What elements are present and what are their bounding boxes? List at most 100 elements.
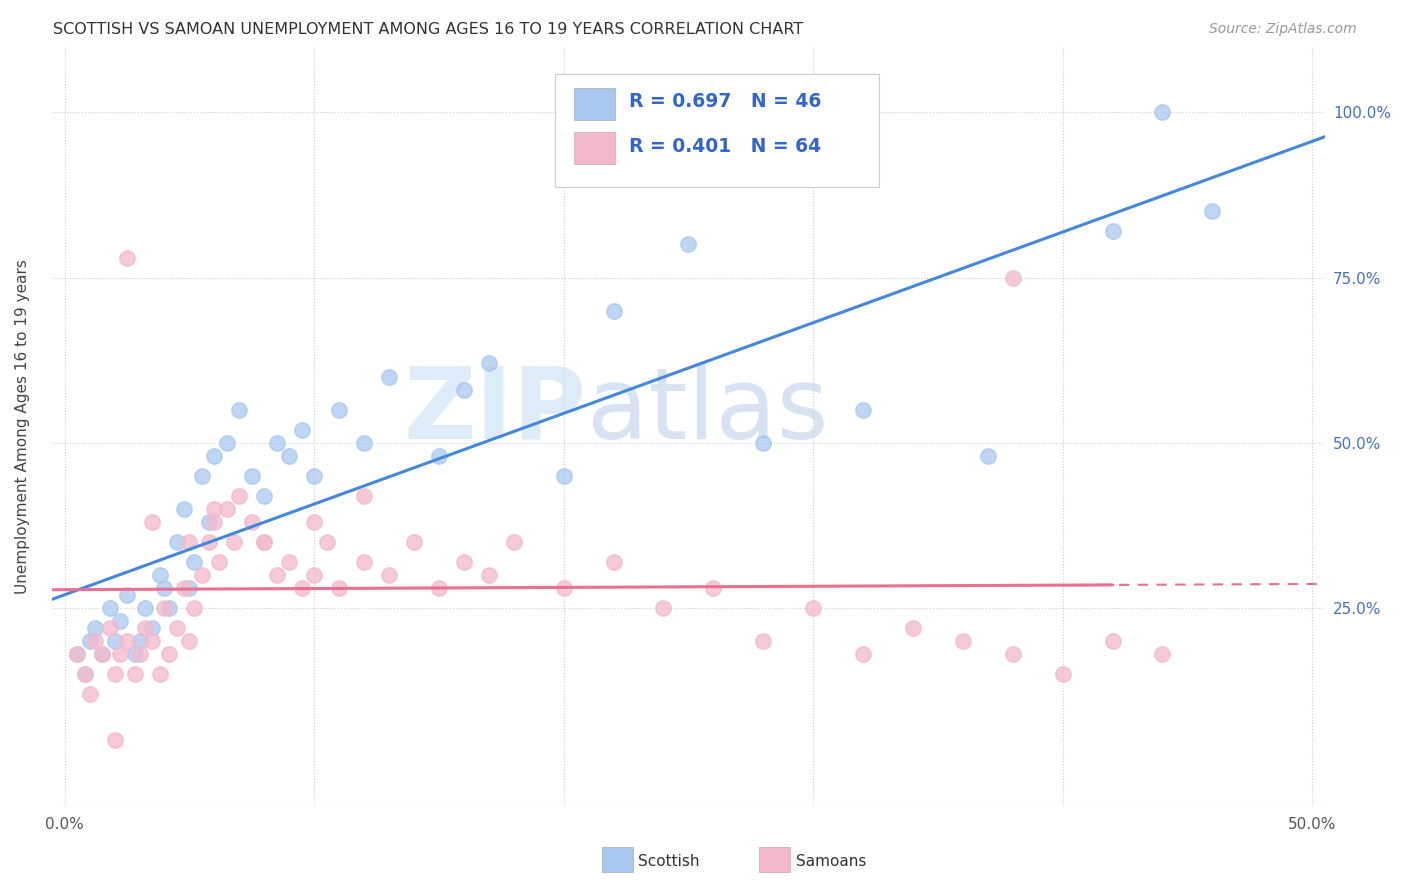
Point xyxy=(91,647,114,661)
Point xyxy=(1001,270,1024,285)
Point xyxy=(453,383,475,397)
Point xyxy=(901,621,924,635)
Point xyxy=(253,535,276,549)
Point xyxy=(291,581,314,595)
Point xyxy=(266,568,288,582)
Point xyxy=(98,601,121,615)
Y-axis label: Unemployment Among Ages 16 to 19 years: Unemployment Among Ages 16 to 19 years xyxy=(15,259,30,594)
Point xyxy=(1152,647,1174,661)
Point xyxy=(315,535,337,549)
Point xyxy=(159,601,181,615)
Point xyxy=(179,535,201,549)
Point xyxy=(83,634,105,648)
Point xyxy=(253,489,276,503)
Point xyxy=(278,555,301,569)
Point xyxy=(173,581,195,595)
Point xyxy=(478,356,501,370)
Point xyxy=(148,568,170,582)
Point xyxy=(179,634,201,648)
Point xyxy=(98,621,121,635)
Point xyxy=(202,515,225,529)
Point xyxy=(108,614,131,628)
Text: Source: ZipAtlas.com: Source: ZipAtlas.com xyxy=(1209,22,1357,37)
Point xyxy=(104,634,127,648)
Point xyxy=(108,647,131,661)
Point xyxy=(115,588,138,602)
Point xyxy=(353,489,375,503)
Point xyxy=(228,489,250,503)
Point xyxy=(302,468,325,483)
Point xyxy=(166,621,188,635)
Point xyxy=(427,581,450,595)
Point xyxy=(1201,204,1223,219)
Point xyxy=(179,581,201,595)
Point xyxy=(253,535,276,549)
FancyBboxPatch shape xyxy=(574,88,614,120)
Point xyxy=(602,303,624,318)
Point xyxy=(215,501,238,516)
Point xyxy=(553,468,575,483)
Point xyxy=(977,449,1000,463)
Point xyxy=(215,435,238,450)
FancyBboxPatch shape xyxy=(574,132,614,164)
Point xyxy=(198,535,221,549)
Text: atlas: atlas xyxy=(586,362,828,459)
Point xyxy=(302,568,325,582)
FancyBboxPatch shape xyxy=(555,74,879,186)
Text: Scottish: Scottish xyxy=(638,855,700,869)
Point xyxy=(79,687,101,701)
Point xyxy=(378,369,401,384)
Point xyxy=(228,402,250,417)
Point xyxy=(141,621,163,635)
Point xyxy=(153,581,176,595)
Point xyxy=(104,667,127,681)
Point xyxy=(752,435,775,450)
Text: R = 0.697   N = 46: R = 0.697 N = 46 xyxy=(628,92,821,112)
Point xyxy=(208,555,231,569)
Point xyxy=(83,621,105,635)
Point xyxy=(353,555,375,569)
Point xyxy=(148,667,170,681)
Point xyxy=(652,601,675,615)
Point xyxy=(191,568,214,582)
Point xyxy=(278,449,301,463)
Point xyxy=(198,515,221,529)
Point xyxy=(79,634,101,648)
Point xyxy=(952,634,974,648)
Point xyxy=(266,435,288,450)
Point xyxy=(128,634,150,648)
Point xyxy=(752,634,775,648)
Point xyxy=(91,647,114,661)
Point xyxy=(328,402,350,417)
Point xyxy=(1101,634,1123,648)
Point xyxy=(801,601,824,615)
Point xyxy=(141,634,163,648)
Point xyxy=(378,568,401,582)
Point xyxy=(128,647,150,661)
Point xyxy=(141,515,163,529)
Point xyxy=(166,535,188,549)
Point xyxy=(852,647,875,661)
Point xyxy=(240,468,263,483)
Point xyxy=(678,237,700,252)
Point xyxy=(124,647,146,661)
Point xyxy=(191,468,214,483)
Point xyxy=(328,581,350,595)
Point xyxy=(1152,105,1174,120)
Point xyxy=(502,535,524,549)
Point xyxy=(66,647,89,661)
Point xyxy=(553,581,575,595)
Point xyxy=(427,449,450,463)
Point xyxy=(134,601,156,615)
Point xyxy=(1001,647,1024,661)
Point xyxy=(159,647,181,661)
Point xyxy=(240,515,263,529)
Point xyxy=(1101,224,1123,238)
Point xyxy=(73,667,96,681)
Text: Samoans: Samoans xyxy=(796,855,866,869)
Point xyxy=(124,667,146,681)
Point xyxy=(302,515,325,529)
Point xyxy=(183,601,205,615)
Text: SCOTTISH VS SAMOAN UNEMPLOYMENT AMONG AGES 16 TO 19 YEARS CORRELATION CHART: SCOTTISH VS SAMOAN UNEMPLOYMENT AMONG AG… xyxy=(53,22,804,37)
Point xyxy=(202,449,225,463)
